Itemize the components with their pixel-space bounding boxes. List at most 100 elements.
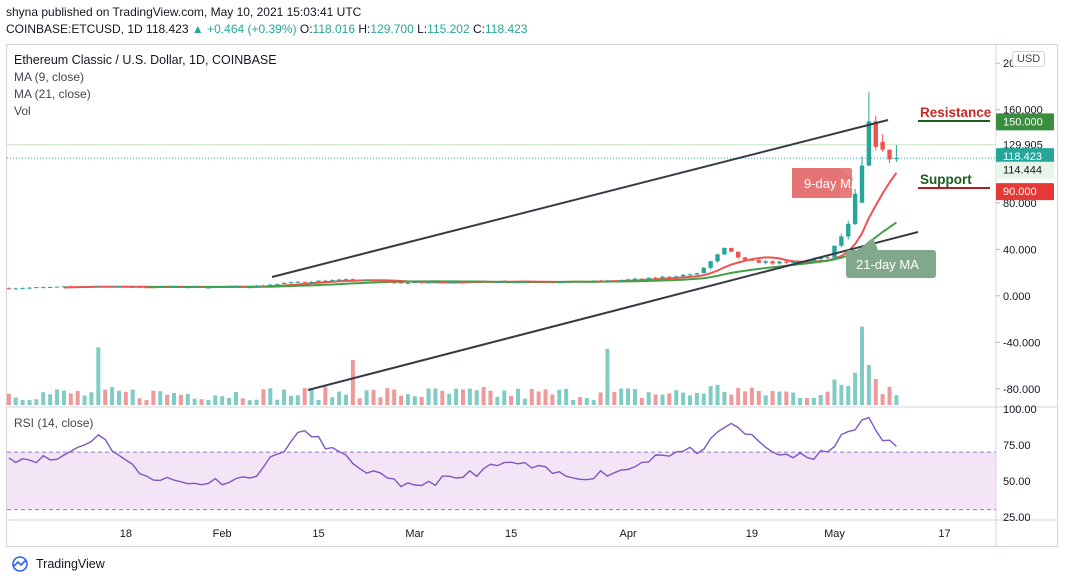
volume-bar <box>708 386 713 405</box>
candle-body <box>233 286 239 288</box>
volume-bar <box>302 388 307 405</box>
volume-bar <box>82 395 87 405</box>
rsi-axis-label: 100.00 <box>1003 404 1037 416</box>
candle-body <box>178 286 184 288</box>
volume-bar <box>364 390 369 405</box>
volume-bar <box>357 398 362 405</box>
candle-body <box>164 286 170 288</box>
volume-bar <box>309 389 314 405</box>
volume-bar <box>440 390 445 405</box>
candle-body <box>715 254 720 262</box>
candle-body <box>873 121 878 147</box>
last-price: 118.423 <box>146 22 189 36</box>
chart-title: Ethereum Classic / U.S. Dollar, 1D, COIN… <box>14 53 277 67</box>
currency-button[interactable]: USD <box>1012 51 1046 67</box>
volume-bar <box>660 394 665 405</box>
volume-bar <box>178 394 183 405</box>
volume-bar <box>880 394 885 405</box>
candle-body <box>419 282 424 284</box>
candle-body <box>54 286 60 288</box>
candle-body <box>522 281 528 283</box>
candle-body <box>116 286 122 288</box>
volume-bar <box>426 388 431 405</box>
candle-body <box>557 282 562 284</box>
time-axis-label: 19 <box>746 528 758 540</box>
ma21-callout-text: 21-day MA <box>856 257 919 272</box>
volume-bar <box>344 394 348 405</box>
volume-bar <box>529 389 534 405</box>
candle-body <box>336 279 342 281</box>
volume-bar <box>61 390 66 405</box>
rsi-band <box>7 452 996 510</box>
candle-body <box>770 261 775 264</box>
candle-body <box>144 287 149 289</box>
candle-body <box>460 282 466 284</box>
candle-body <box>852 193 858 224</box>
volume-bar <box>839 384 844 405</box>
candle-body <box>323 280 328 282</box>
volume-bar <box>605 348 610 405</box>
volume-bar <box>591 400 596 405</box>
volume-bar <box>488 390 493 405</box>
volume-bar <box>68 393 73 405</box>
volume-bar <box>894 395 899 405</box>
volume-bar <box>674 390 679 405</box>
volume-bar <box>399 395 404 405</box>
candle-body <box>756 260 761 263</box>
candle-body <box>158 286 163 288</box>
candle-body <box>309 281 314 283</box>
candle-body <box>825 257 830 259</box>
candle-body <box>447 282 452 284</box>
low-label: L: <box>417 22 428 36</box>
resistance-price-box <box>996 113 1054 131</box>
price-axis-label: -80.000 <box>1003 384 1040 396</box>
volume-bar <box>770 390 775 405</box>
volume-bar <box>743 391 748 405</box>
candle-body <box>784 261 789 263</box>
volume-bar <box>412 396 417 405</box>
ma21-line <box>146 221 897 289</box>
candle-body <box>894 158 899 160</box>
candle-body <box>171 286 177 288</box>
candle-body <box>82 286 87 288</box>
volume-bar <box>130 389 135 405</box>
price-axis-label: 40.000 <box>1003 244 1037 256</box>
candle-body <box>433 281 438 283</box>
volume-bar <box>275 399 280 405</box>
resistance-price-text: 150.000 <box>1003 116 1043 128</box>
volume-bar <box>543 389 548 405</box>
volume-bar <box>89 392 94 405</box>
volume-bar <box>804 398 809 405</box>
close-value: 118.423 <box>484 22 528 36</box>
lower-price-text: 90.000 <box>1003 186 1037 198</box>
ohlc-header: COINBASE:ETCUSD, 1D 118.423 ▲ +0.464 (+0… <box>6 22 527 36</box>
candle-body <box>563 281 569 283</box>
volume-bar <box>337 391 342 405</box>
volume-bar <box>522 398 527 405</box>
candle-body <box>281 282 287 284</box>
time-axis-label: 18 <box>120 528 132 540</box>
time-axis-label: 17 <box>938 528 950 540</box>
candle-body <box>508 281 514 283</box>
volume-bar <box>564 388 569 405</box>
ma21-callout-box <box>846 250 936 278</box>
rsi-line <box>8 416 897 488</box>
volume-bar <box>873 379 878 405</box>
candle-body <box>302 281 307 283</box>
volume-bar <box>227 397 232 405</box>
volume-bar <box>550 394 555 405</box>
candle-body <box>288 281 294 283</box>
volume-bar <box>612 392 617 405</box>
candle-body <box>846 223 851 237</box>
candle-body <box>34 287 39 289</box>
tradingview-logo: TradingView <box>8 556 105 572</box>
candle-body <box>226 286 232 288</box>
volume-bar <box>756 390 761 405</box>
volume-bar <box>116 390 121 405</box>
volume-bar <box>137 398 142 405</box>
candle-body <box>687 274 693 276</box>
ma9-callout-box <box>792 168 852 198</box>
candle-body <box>316 280 321 282</box>
candle-body <box>47 286 53 288</box>
